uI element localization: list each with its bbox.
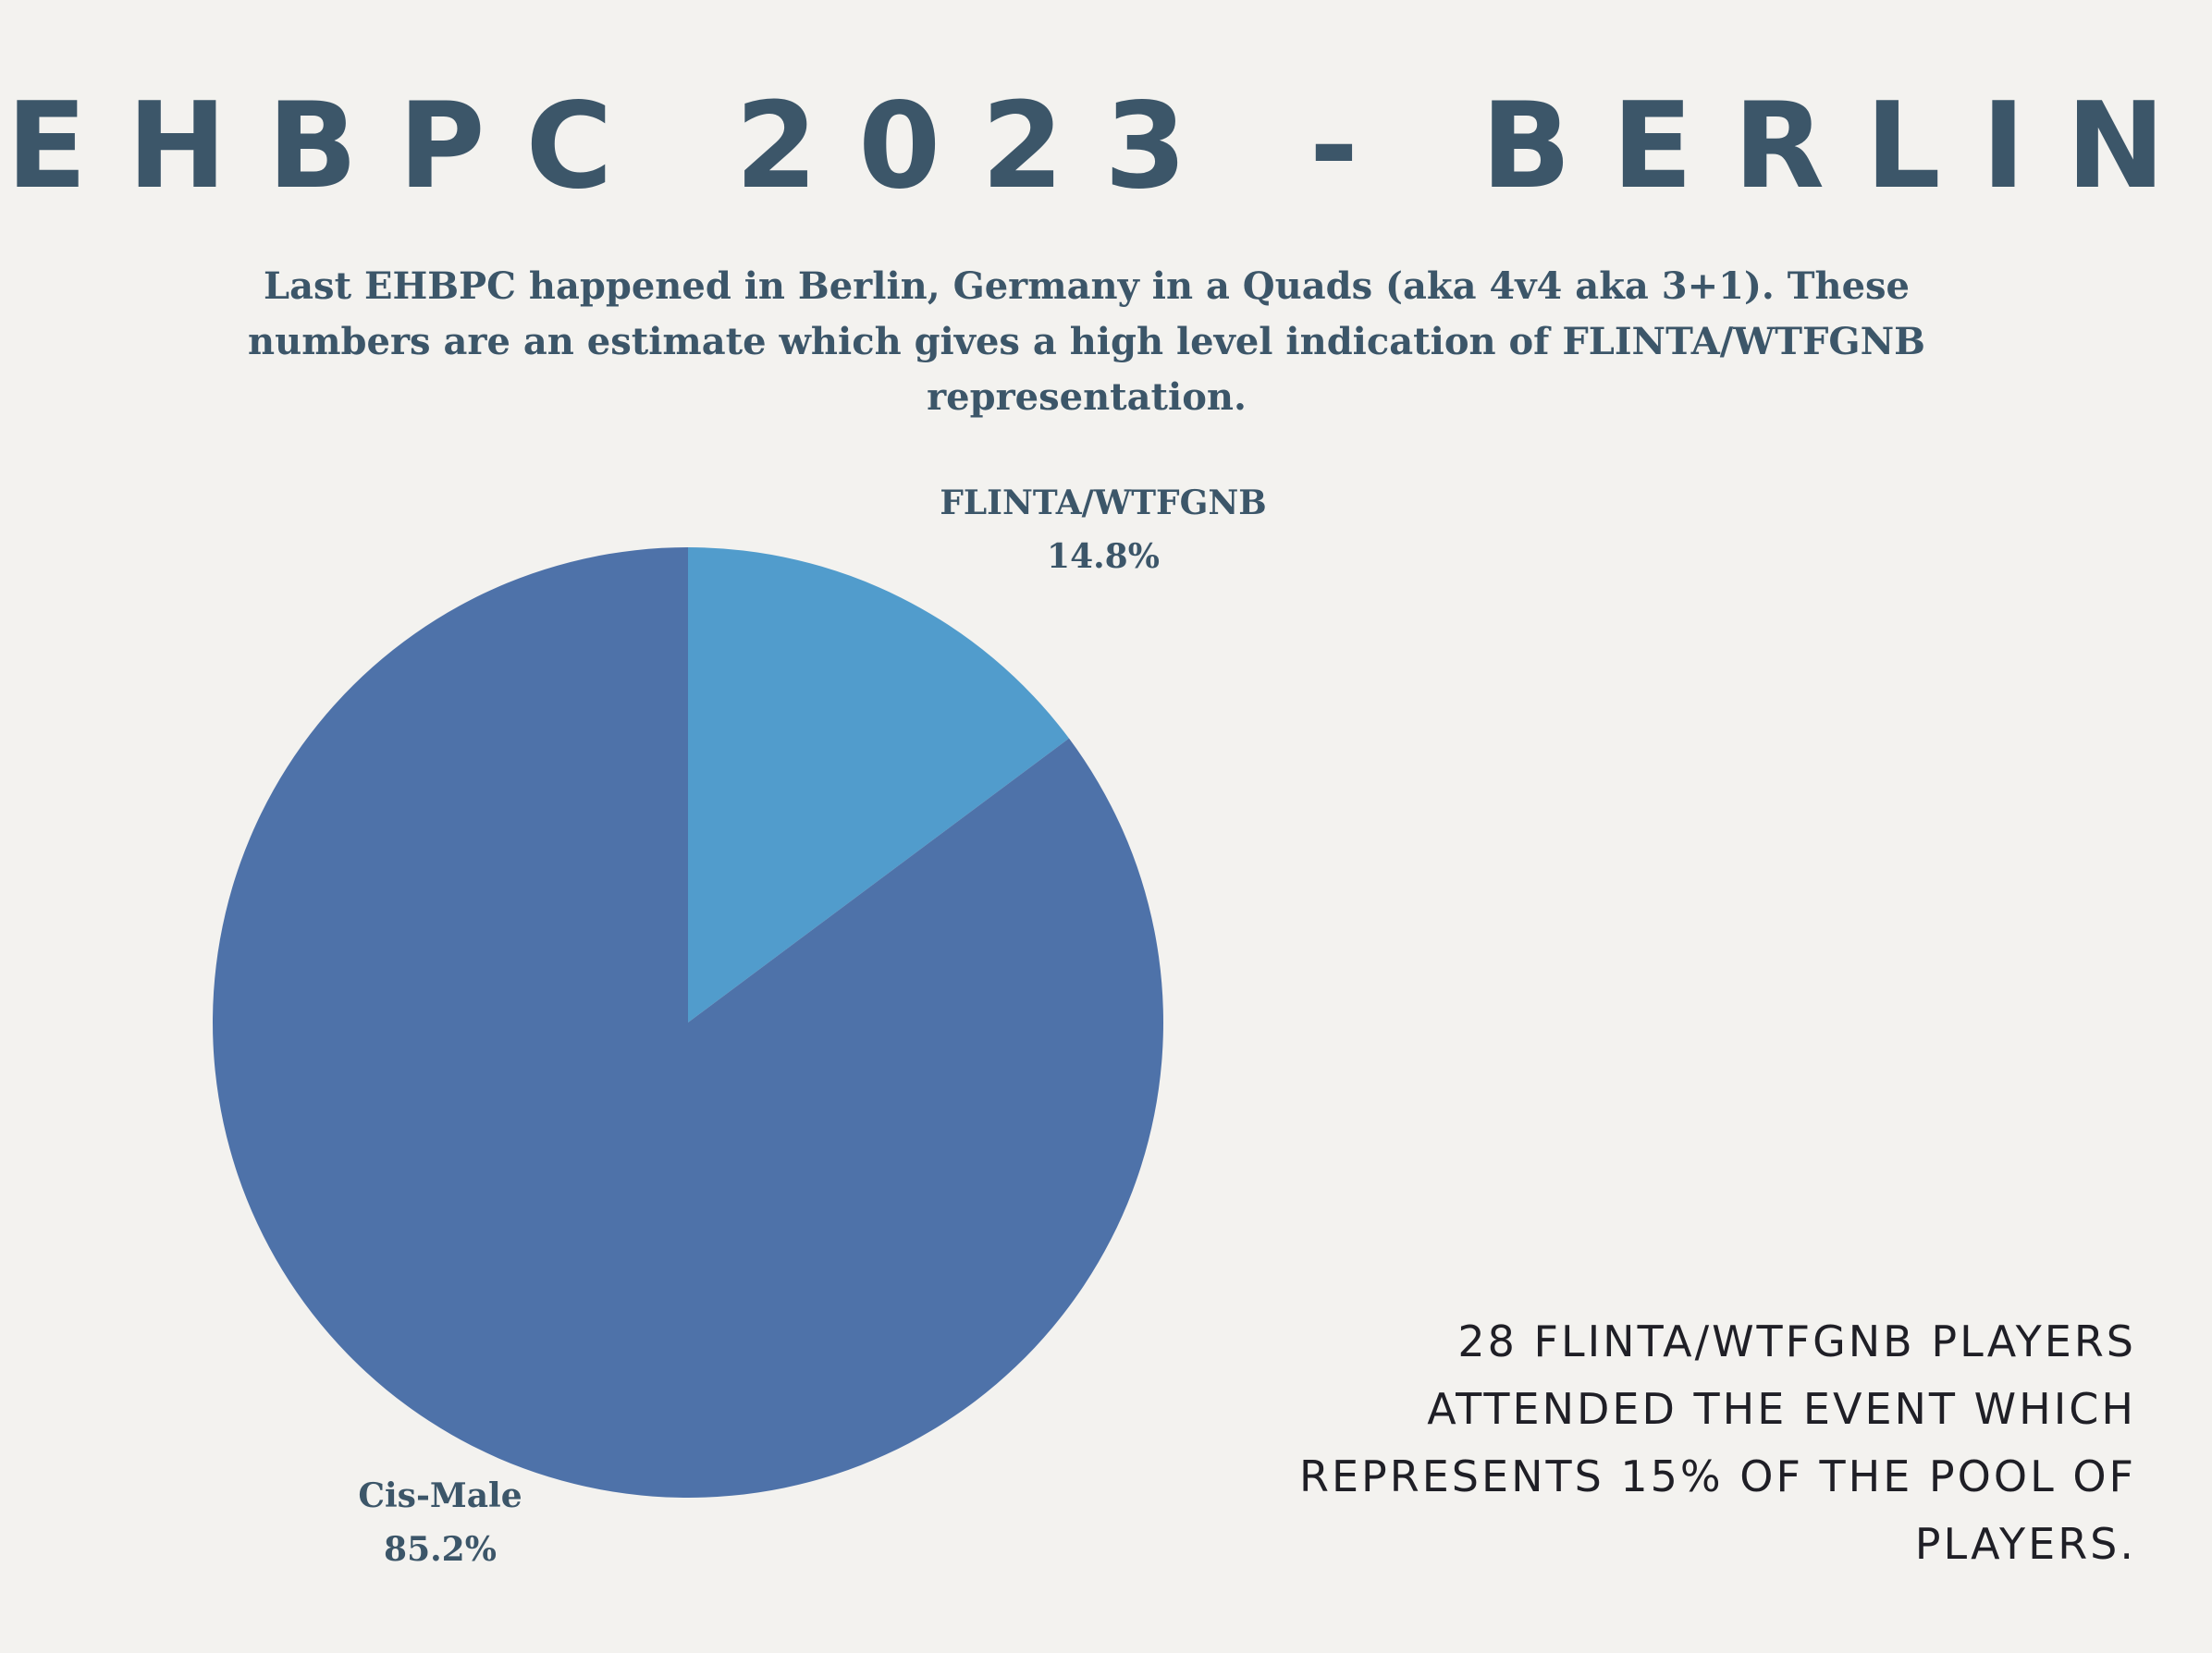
slice-value-label: 14.8% [1047, 537, 1160, 576]
pie-slice-flinta-wtfgnb [688, 547, 1070, 1022]
pie-slice-cis-male [212, 547, 1163, 1499]
slice-label: Cis-Male [358, 1476, 522, 1515]
slice-label: FLINTA/WTFGNB [940, 484, 1266, 522]
page-subtitle: Last EHBPC happened in Berlin, Germany i… [248, 264, 1925, 419]
attendance-note: 28 FLINTA/WTFGNB PLAYERS ATTENDED THE EV… [1299, 1316, 2136, 1569]
slice-value-label: 85.2% [384, 1530, 497, 1569]
page-title: EHBPC 2023 - BERLIN [6, 78, 2206, 215]
